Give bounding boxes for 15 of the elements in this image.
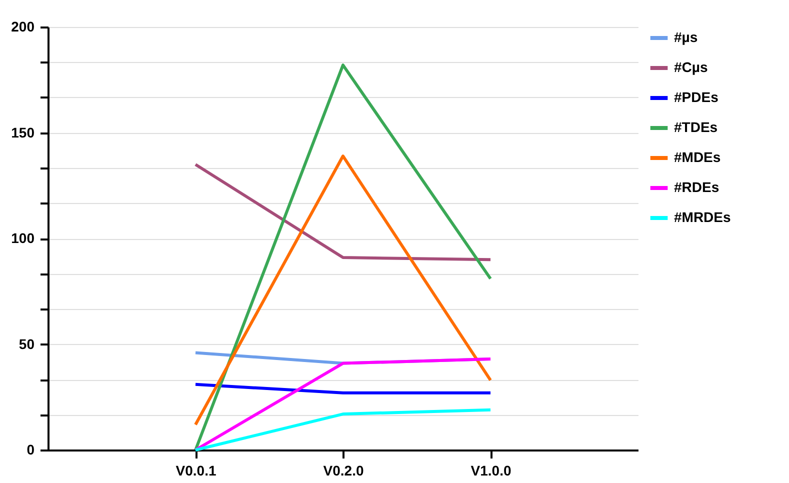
legend-label: #Cµs — [674, 59, 708, 75]
x-tick-label: V0.2.0 — [323, 462, 364, 478]
legend-label: #TDEs — [674, 119, 718, 135]
legend-label: #MDEs — [674, 149, 721, 165]
legend-label: #PDEs — [674, 89, 719, 105]
y-tick-label: 150 — [11, 124, 35, 140]
y-tick-label: 100 — [11, 230, 35, 246]
y-tick-label: 0 — [26, 442, 35, 458]
legend-label: #MRDEs — [674, 209, 732, 225]
y-tick-label: 50 — [18, 336, 35, 352]
legend-label: #RDEs — [674, 179, 720, 195]
y-tick-label: 200 — [11, 18, 35, 34]
x-tick-label: V1.0.0 — [470, 462, 512, 478]
x-tick-label: V0.0.1 — [176, 462, 216, 478]
legend-label: #µs — [674, 29, 698, 45]
